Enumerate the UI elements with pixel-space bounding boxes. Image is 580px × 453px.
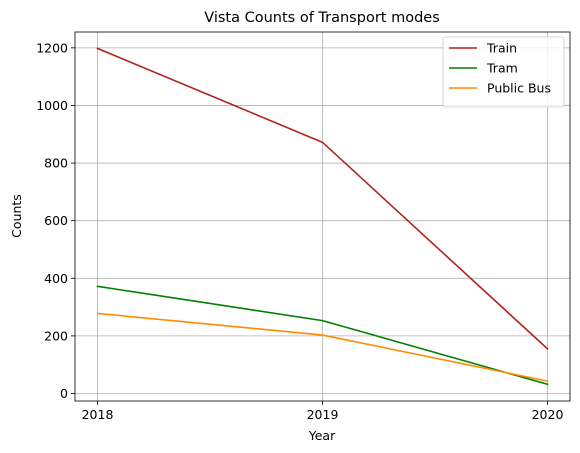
y-axis-label: Counts xyxy=(9,194,24,238)
y-tick-label: 200 xyxy=(44,328,68,343)
series-lines xyxy=(96,47,549,386)
legend-label-public-bus: Public Bus xyxy=(487,81,551,96)
x-tick-label: 2018 xyxy=(82,407,114,422)
y-tick-label: 0 xyxy=(60,386,68,401)
y-tick-label: 400 xyxy=(44,271,68,286)
y-axis-ticks: 0 200 400 600 800 1000 1200 xyxy=(36,40,75,401)
legend-box xyxy=(442,36,565,108)
series-line-public-bus xyxy=(96,312,549,383)
legend-label-tram: Tram xyxy=(486,61,518,76)
x-axis-label: Year xyxy=(308,428,336,443)
y-tick-label: 1000 xyxy=(36,98,68,113)
x-tick-label: 2019 xyxy=(307,407,339,422)
series-line-tram xyxy=(96,285,549,386)
series-line-train xyxy=(96,47,549,350)
x-tick-label: 2020 xyxy=(532,407,564,422)
legend-label-train: Train xyxy=(486,41,517,56)
y-tick-label: 1200 xyxy=(36,40,68,55)
chart-title: Vista Counts of Transport modes xyxy=(204,10,440,26)
y-tick-label: 800 xyxy=(44,156,68,171)
y-tick-label: 600 xyxy=(44,213,68,228)
legend: Train Tram Public Bus xyxy=(442,36,565,108)
x-axis-ticks: 2018 2019 2020 xyxy=(82,401,564,422)
